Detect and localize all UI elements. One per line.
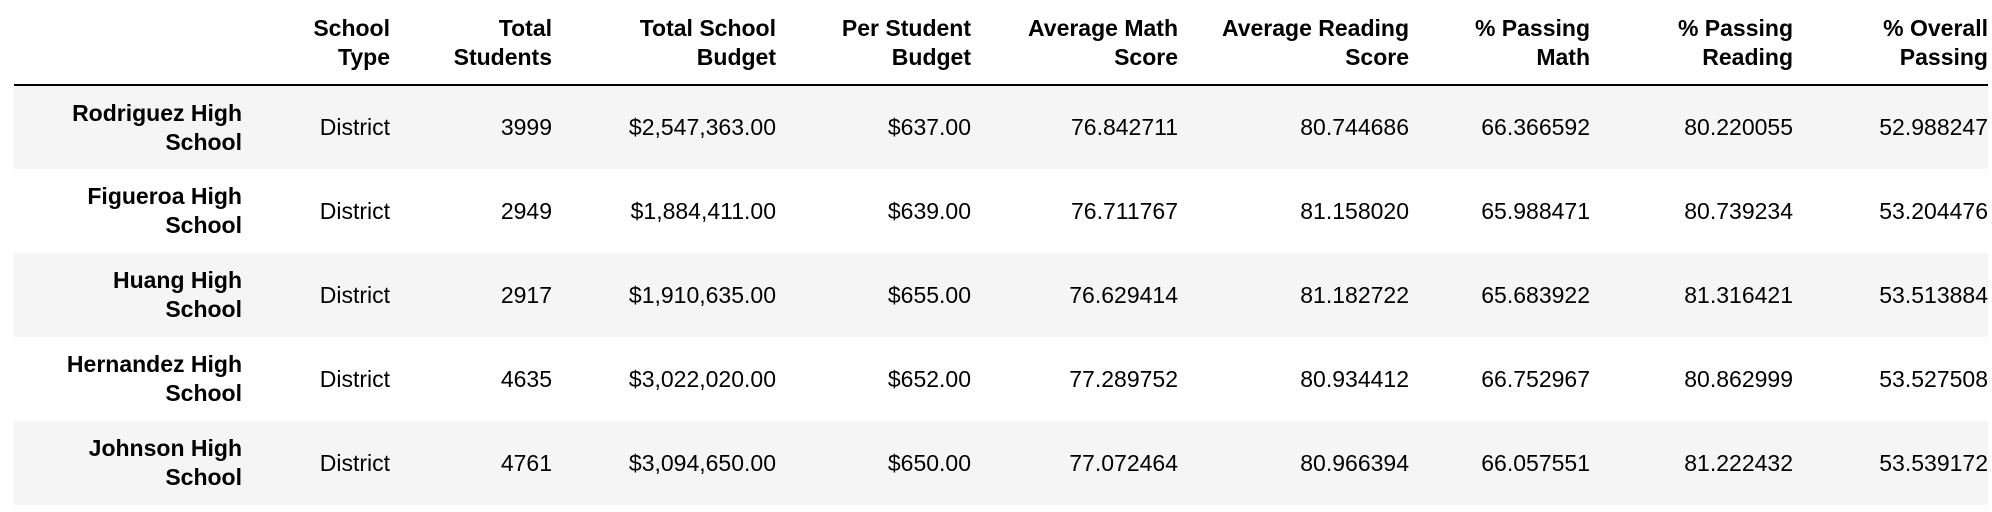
cell-average-reading-score: 81.158020 bbox=[1300, 197, 1409, 224]
header-label-line: Score bbox=[1114, 44, 1178, 70]
row-index-school-name: Johnson High School bbox=[14, 421, 250, 505]
school-name-line: School bbox=[165, 296, 242, 322]
cell-average-reading-score: 80.744686 bbox=[1300, 114, 1409, 140]
school-name-line: Huang High bbox=[112, 267, 242, 293]
table-row: Rodriguez High School District 3999 $2,547,3… bbox=[14, 85, 1988, 169]
school-summary-table: School Type Total Students Total School Bud… bbox=[14, 8, 1988, 505]
cell-pct-passing-math: 65.988471 bbox=[1481, 197, 1590, 224]
header-label-line: Students bbox=[453, 44, 552, 70]
header-label-line: % Overall bbox=[1883, 15, 1988, 41]
school-name-line: School bbox=[165, 212, 242, 238]
cell-pct-overall-passing: 53.539172 bbox=[1879, 449, 1988, 476]
cell-pct-passing-math: 66.057551 bbox=[1481, 449, 1590, 476]
row-index-school-name: Figueroa High School bbox=[14, 169, 250, 253]
header-label-line: % Passing bbox=[1474, 15, 1590, 41]
header-index bbox=[14, 8, 250, 86]
school-name-line: School bbox=[165, 128, 242, 155]
cell-total-students: 2949 bbox=[500, 197, 552, 224]
cell-total-budget: $2,547,363.00 bbox=[628, 114, 776, 140]
header-average-reading-score: Average Reading Score bbox=[1178, 8, 1409, 86]
header-label-line: Math bbox=[1536, 44, 1590, 70]
header-label-line: Total School bbox=[639, 15, 776, 41]
header-average-math-score: Average Math Score bbox=[971, 8, 1178, 86]
cell-pct-passing-reading: 81.222432 bbox=[1684, 449, 1793, 476]
cell-per-student-budget: $639.00 bbox=[887, 197, 971, 224]
table-row: Hernandez High School District 4635 $3,022,0… bbox=[14, 337, 1988, 421]
cell-average-math-score: 76.629414 bbox=[1069, 281, 1178, 308]
row-index-school-name: Huang High School bbox=[14, 253, 250, 337]
header-label-line: Average Reading bbox=[1221, 15, 1409, 41]
cell-pct-passing-math: 65.683922 bbox=[1481, 281, 1590, 308]
school-name-line: Johnson High bbox=[88, 435, 242, 461]
header-row: School Type Total Students Total School Bud… bbox=[14, 8, 1988, 86]
cell-average-reading-score: 81.182722 bbox=[1300, 281, 1409, 308]
cell-pct-passing-math: 66.366592 bbox=[1481, 114, 1590, 140]
cell-pct-overall-passing: 53.527508 bbox=[1879, 365, 1988, 392]
header-label-line: Average Math bbox=[1028, 15, 1178, 41]
header-pct-overall-passing: % Overall Passing bbox=[1793, 8, 1988, 86]
school-name-line: Figueroa High bbox=[87, 183, 242, 209]
cell-pct-passing-reading: 80.862999 bbox=[1684, 365, 1793, 392]
school-name-line: School bbox=[165, 464, 242, 490]
cell-per-student-budget: $652.00 bbox=[887, 365, 971, 392]
table-body: Rodriguez High School District 3999 $2,547,3… bbox=[14, 85, 1988, 505]
header-label-line: Budget bbox=[696, 44, 776, 70]
header-pct-passing-math: % Passing Math bbox=[1409, 8, 1590, 86]
header-label-line: Per Student bbox=[841, 15, 971, 41]
school-name-line: Rodriguez High bbox=[72, 99, 242, 126]
table-row: Johnson High School District 4761 $3,094,650… bbox=[14, 421, 1988, 505]
cell-total-budget: $1,910,635.00 bbox=[628, 281, 776, 308]
cell-pct-passing-reading: 81.316421 bbox=[1684, 281, 1793, 308]
table-row: Figueroa High School District 2949 $1,884,41… bbox=[14, 169, 1988, 253]
cell-average-math-score: 76.842711 bbox=[1070, 114, 1178, 140]
row-index-school-name: Hernandez High School bbox=[14, 337, 250, 421]
cell-pct-overall-passing: 53.204476 bbox=[1879, 197, 1988, 224]
header-school-type: School Type bbox=[250, 8, 390, 86]
header-label-line: Budget bbox=[891, 44, 971, 70]
cell-pct-overall-passing: 53.513884 bbox=[1879, 281, 1988, 308]
header-label-line: Reading bbox=[1702, 44, 1793, 70]
cell-average-math-score: 77.072464 bbox=[1069, 449, 1178, 476]
school-name-line: Hernandez High bbox=[66, 351, 242, 377]
cell-pct-overall-passing: 52.988247 bbox=[1879, 114, 1988, 140]
cell-per-student-budget: $637.00 bbox=[887, 114, 971, 140]
cell-average-math-score: 77.289752 bbox=[1069, 365, 1178, 392]
cell-pct-passing-reading: 80.739234 bbox=[1684, 197, 1793, 224]
row-index-school-name: Rodriguez High School bbox=[14, 85, 250, 169]
header-label-line: Score bbox=[1345, 44, 1409, 70]
cell-school-type: District bbox=[319, 114, 390, 140]
table-header: School Type Total Students Total School Bud… bbox=[14, 8, 1988, 86]
header-label-line: School bbox=[313, 15, 390, 41]
cell-school-type: District bbox=[319, 197, 390, 224]
cell-total-students: 4761 bbox=[500, 449, 552, 476]
cell-school-type: District bbox=[319, 365, 390, 392]
header-label-line: Total bbox=[498, 15, 552, 41]
cell-total-budget: $1,884,411.00 bbox=[630, 197, 776, 224]
header-label-line: Type bbox=[338, 44, 390, 70]
header-total-students: Total Students bbox=[390, 8, 552, 86]
header-total-budget: Total School Budget bbox=[552, 8, 776, 86]
cell-total-students: 3999 bbox=[500, 114, 552, 140]
cell-total-students: 2917 bbox=[500, 281, 552, 308]
header-per-student-budget: Per Student Budget bbox=[776, 8, 971, 86]
cell-pct-passing-math: 66.752967 bbox=[1481, 365, 1590, 392]
cell-total-budget: $3,094,650.00 bbox=[628, 449, 776, 476]
cell-school-type: District bbox=[319, 449, 390, 476]
header-label-line: % Passing bbox=[1677, 15, 1793, 41]
table-row: Huang High School District 2917 $1,910,635.0… bbox=[14, 253, 1988, 337]
cell-total-budget: $3,022,020.00 bbox=[628, 365, 776, 392]
cell-average-reading-score: 80.966394 bbox=[1300, 449, 1409, 476]
school-name-line: School bbox=[165, 380, 242, 406]
cell-per-student-budget: $655.00 bbox=[887, 281, 971, 308]
header-label-line: Passing bbox=[1899, 44, 1988, 70]
cell-pct-passing-reading: 80.220055 bbox=[1684, 114, 1793, 140]
cell-total-students: 4635 bbox=[500, 365, 552, 392]
cell-average-reading-score: 80.934412 bbox=[1300, 365, 1409, 392]
header-pct-passing-reading: % Passing Reading bbox=[1590, 8, 1793, 86]
cell-school-type: District bbox=[319, 281, 390, 308]
cell-average-math-score: 76.711767 bbox=[1070, 197, 1178, 224]
cell-per-student-budget: $650.00 bbox=[887, 449, 971, 476]
